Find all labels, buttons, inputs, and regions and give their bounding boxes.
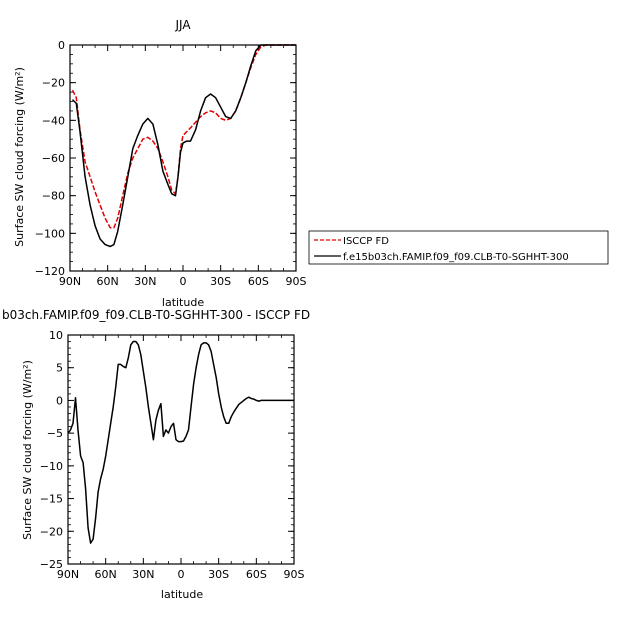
chart-bottom-xlabel: latitude [161,588,203,601]
y-tick-label: −100 [35,227,65,240]
y-tick-label: 0 [58,39,65,52]
x-tick-label: 30N [134,275,156,288]
y-tick-label: −25 [40,558,63,571]
y-tick-label: 10 [49,329,63,342]
legend-label-isccp: ISCCP FD [343,236,389,247]
y-tick-label: 5 [56,362,63,375]
y-tick-label: −20 [42,77,65,90]
chart-top-ylabel: Surface SW cloud forcing (W/m²) [13,67,26,247]
chart-top: JJA Surface SW cloud forcing (W/m²) lati… [13,18,307,309]
x-tick-label: 30N [132,568,154,581]
y-tick-label: −20 [40,525,63,538]
x-tick-label: 0 [180,275,187,288]
x-tick-label: 60S [248,275,269,288]
x-tick-label: 60N [97,275,119,288]
legend-box [308,230,609,265]
y-tick-label: −15 [40,493,63,506]
x-tick-label: 90N [59,275,81,288]
series-line-1 [71,44,296,229]
chart-top-frame [69,44,297,272]
y-tick-label: −10 [40,460,63,473]
legend-label-model: f.e15b03ch.FAMIP.f09_f09.CLB-T0-SGHHT-30… [343,252,569,263]
legend: ISCCP FD f.e15b03ch.FAMIP.f09_f09.CLB-T0… [308,230,609,265]
y-tick-label: −80 [42,190,65,203]
chart-bottom: b03ch.FAMIP.f09_f09.CLB-T0-SGHHT-300 - I… [2,308,310,601]
chart-bottom-title: b03ch.FAMIP.f09_f09.CLB-T0-SGHHT-300 - I… [2,308,310,322]
x-tick-label: 90S [284,568,305,581]
x-tick-label: 0 [178,568,185,581]
series-line-1 [67,340,294,544]
y-tick-label: −60 [42,152,65,165]
y-tick-label: −120 [35,265,65,278]
chart-top-xlabel: latitude [162,296,204,309]
y-tick-label: −40 [42,114,65,127]
x-tick-label: 90N [57,568,79,581]
x-tick-label: 60N [95,568,117,581]
series-line-2 [71,44,296,248]
x-tick-label: 30S [208,568,229,581]
y-tick-label: 0 [56,394,63,407]
chart-top-title: JJA [174,18,191,32]
chart-bottom-ylabel: Surface SW cloud forcing (W/m²) [21,360,34,540]
x-tick-label: 60S [246,568,267,581]
y-tick-label: −5 [47,427,63,440]
x-tick-label: 90S [286,275,307,288]
x-tick-label: 30S [210,275,231,288]
chart-bottom-frame [67,334,295,565]
